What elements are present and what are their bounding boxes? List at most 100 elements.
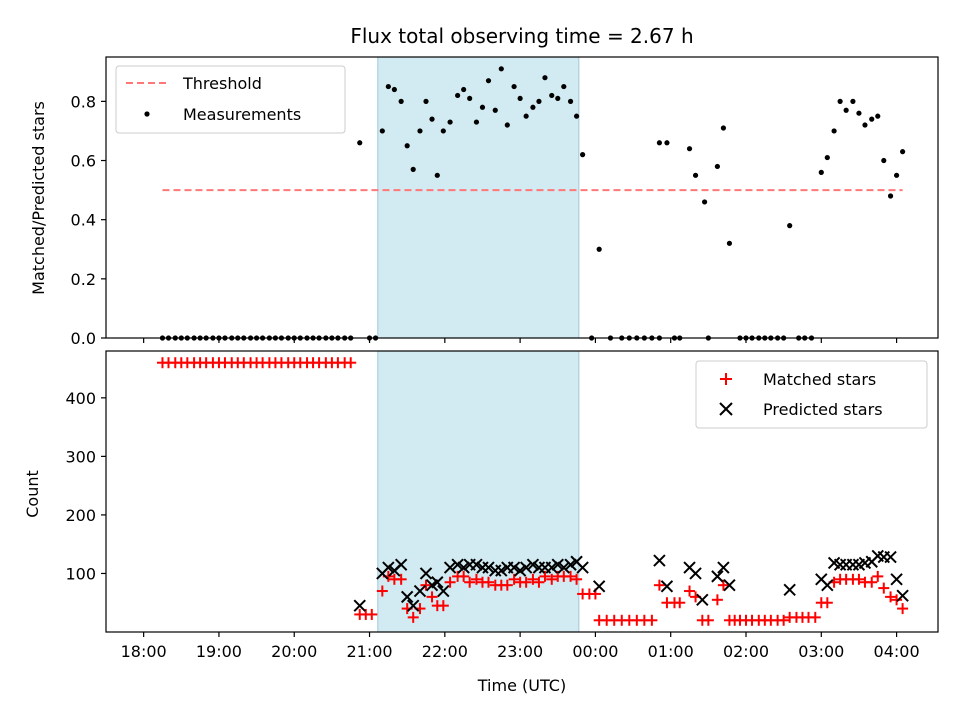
measurement-point bbox=[498, 66, 504, 72]
measurement-point bbox=[726, 240, 733, 246]
x-tick-label: 02:00 bbox=[723, 642, 769, 661]
matched-star-point bbox=[395, 573, 407, 585]
matched-star-point bbox=[653, 579, 665, 591]
measurement-point bbox=[357, 140, 363, 146]
predicted-star-point bbox=[660, 580, 674, 593]
x-tick-label: 23:00 bbox=[497, 642, 543, 661]
measurement-point bbox=[787, 223, 793, 229]
predicted-star-point bbox=[400, 590, 414, 604]
matched-star-point bbox=[885, 591, 897, 603]
measurement-point bbox=[434, 172, 440, 178]
predicted-star-point bbox=[482, 561, 495, 574]
x-tick-label: 00:00 bbox=[572, 642, 618, 661]
matched-star-point bbox=[508, 573, 520, 585]
bottom-y-axis-title: Count bbox=[23, 470, 42, 518]
measurement-point bbox=[567, 98, 574, 104]
predicted-star-point bbox=[382, 561, 395, 574]
measurement-point bbox=[555, 95, 561, 102]
bottom-y-tick-label: 400 bbox=[65, 389, 96, 408]
measurement-point bbox=[423, 98, 429, 104]
measurement-point bbox=[542, 75, 548, 81]
measurement-point bbox=[875, 113, 881, 119]
predicted-star-point bbox=[413, 584, 427, 598]
measurement-point bbox=[701, 199, 708, 205]
matched-star-point bbox=[684, 585, 696, 597]
measurement-point bbox=[850, 98, 856, 104]
predicted-star-point bbox=[470, 558, 483, 571]
measurement-point bbox=[596, 246, 602, 252]
matched-star-point bbox=[482, 576, 494, 588]
matched-star-point bbox=[366, 608, 378, 620]
predicted-star-point bbox=[723, 578, 736, 592]
x-tick-label: 04:00 bbox=[874, 642, 920, 661]
measurement-point bbox=[887, 193, 894, 199]
measurement-point bbox=[429, 116, 435, 122]
matched-star-point bbox=[420, 579, 432, 591]
measurement-point bbox=[573, 113, 580, 119]
measurement-point bbox=[664, 140, 670, 146]
predicted-star-point bbox=[495, 564, 508, 577]
matched-star-point bbox=[778, 614, 790, 626]
matched-star-point bbox=[546, 573, 558, 585]
predicted-star-point bbox=[689, 567, 702, 580]
measurement-point bbox=[447, 119, 453, 125]
predicted-star-point bbox=[557, 561, 570, 574]
matched-star-point bbox=[470, 573, 482, 585]
predicted-stars-points bbox=[353, 549, 909, 612]
measurement-point bbox=[404, 143, 410, 149]
legend-measurements-marker bbox=[144, 111, 150, 117]
top-y-axis-title: Matched/Predicted stars bbox=[29, 101, 48, 295]
measurement-point bbox=[900, 149, 906, 155]
matched-star-point bbox=[407, 611, 419, 623]
measurement-point bbox=[440, 128, 446, 134]
predicted-star-point bbox=[431, 576, 444, 589]
legend-matched-label: Matched stars bbox=[763, 370, 876, 389]
predicted-star-point bbox=[890, 573, 903, 586]
predicted-star-point bbox=[896, 589, 909, 602]
matched-star-point bbox=[533, 576, 545, 588]
x-tick-label: 01:00 bbox=[648, 642, 694, 661]
measurement-point bbox=[818, 169, 824, 175]
predicted-star-point bbox=[884, 550, 897, 564]
top-x-ticks bbox=[143, 338, 898, 343]
bottom-axes-frame bbox=[105, 350, 939, 633]
measurement-point bbox=[379, 128, 385, 134]
matched-star-point bbox=[897, 603, 909, 615]
matched-star-point bbox=[646, 614, 658, 626]
bottom-y-tick-label: 100 bbox=[65, 564, 96, 583]
predicted-star-point bbox=[513, 564, 527, 577]
top-legend-box bbox=[115, 65, 346, 134]
x-tick-label: 21:00 bbox=[346, 642, 392, 661]
bottom-y-tick-label: 200 bbox=[65, 506, 96, 525]
x-tick-label: 20:00 bbox=[271, 642, 317, 661]
predicted-star-point bbox=[653, 554, 666, 567]
measurement-point bbox=[869, 116, 875, 122]
measurement-point bbox=[692, 172, 699, 178]
measurement-point bbox=[385, 83, 391, 90]
predicted-star-point bbox=[821, 578, 834, 592]
matched-star-point bbox=[437, 600, 449, 612]
matched-star-point bbox=[821, 597, 833, 609]
legend-matched-marker bbox=[720, 373, 732, 385]
x-tick-label: 19:00 bbox=[196, 642, 242, 661]
measurement-point bbox=[893, 172, 900, 178]
matched-star-point bbox=[702, 614, 714, 626]
measurement-point bbox=[517, 95, 523, 102]
matched-star-point bbox=[891, 594, 903, 606]
legend-predicted-marker bbox=[719, 402, 733, 416]
top-y-tick-label: 0.8 bbox=[71, 92, 96, 111]
predicted-star-point bbox=[437, 584, 450, 598]
legend-threshold-label: Threshold bbox=[182, 74, 262, 93]
predicted-star-point bbox=[551, 558, 564, 571]
matched-star-point bbox=[853, 573, 865, 585]
measurement-point bbox=[862, 122, 868, 128]
matched-star-point bbox=[520, 576, 532, 588]
bottom-y-tick-label: 300 bbox=[65, 447, 96, 466]
measurement-point bbox=[656, 140, 663, 146]
matched-star-point bbox=[501, 579, 513, 591]
matched-star-point bbox=[539, 570, 551, 582]
predicted-star-point bbox=[457, 561, 470, 574]
predicted-star-point bbox=[443, 561, 457, 574]
bottom-panel: 100 200 300 400 18:00 19:00 20:00 21:00 22:00 23… bbox=[23, 350, 939, 695]
